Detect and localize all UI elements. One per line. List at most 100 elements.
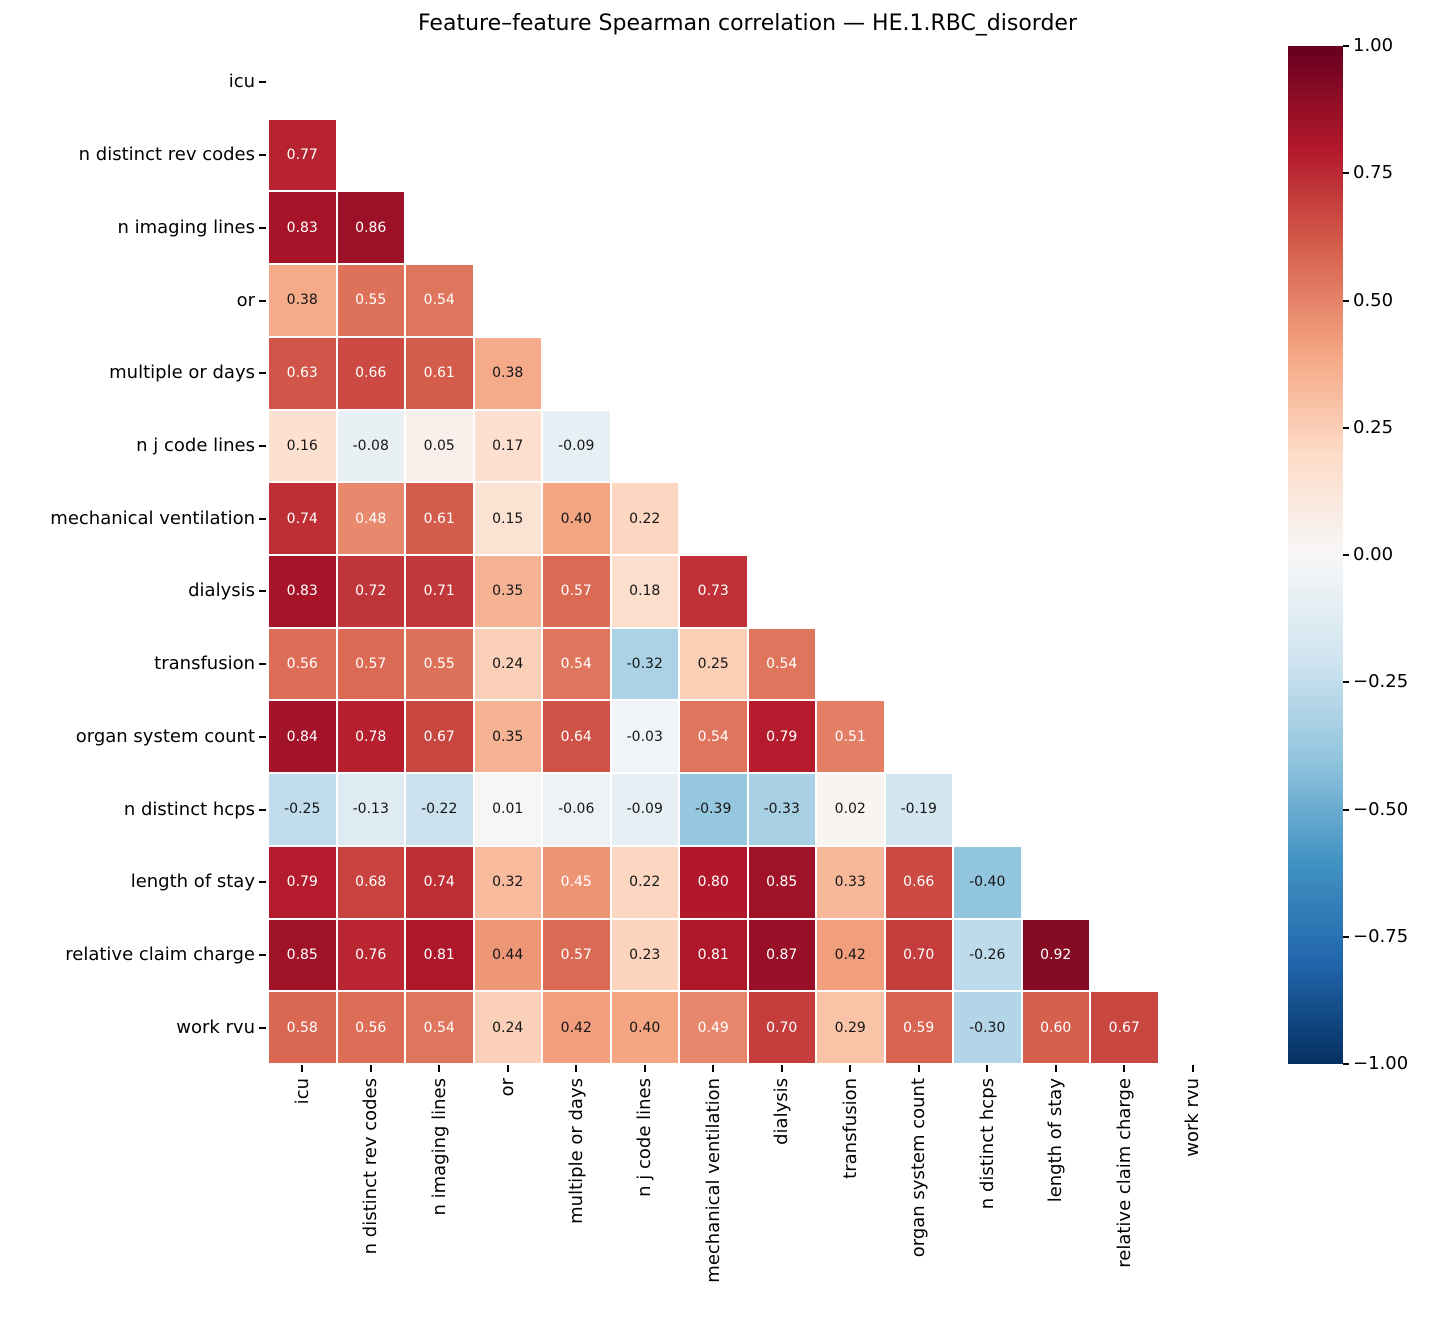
heatmap-cell-value: 0.83 — [286, 583, 318, 600]
heatmap-cell: 0.76 — [337, 919, 404, 991]
heatmap-cell: 0.35 — [474, 701, 541, 773]
heatmap-cell-value: 0.44 — [492, 946, 524, 963]
y-tick-label: transfusion — [154, 653, 255, 675]
heatmap-cell-value: -0.09 — [558, 437, 595, 454]
heatmap-cell: 0.57 — [543, 919, 610, 991]
heatmap-cell: 0.54 — [680, 701, 747, 773]
heatmap-cell: 0.74 — [406, 846, 473, 918]
heatmap-cell: 0.64 — [543, 701, 610, 773]
y-tick-label: relative claim charge — [65, 943, 255, 965]
heatmap-cell-value: -0.06 — [558, 801, 595, 818]
heatmap-cell: 0.83 — [269, 192, 336, 264]
heatmap-cell: 0.83 — [269, 556, 336, 627]
colorbar-tick-mark — [1343, 172, 1349, 175]
heatmap-cell-value: 0.38 — [286, 292, 318, 309]
heatmap-cell-value: 0.77 — [286, 147, 318, 164]
heatmap-cell: 0.16 — [269, 410, 336, 482]
x-tick-label-text: mechanical ventilation — [702, 1078, 724, 1283]
heatmap-cell-value: 0.48 — [355, 510, 387, 527]
colorbar-tick-mark — [1343, 808, 1349, 811]
heatmap-cell-value: -0.30 — [969, 1019, 1006, 1036]
y-tick-mark — [259, 226, 266, 229]
y-tick-label: multiple or days — [109, 362, 255, 384]
heatmap-cell-value: -0.39 — [695, 801, 732, 818]
heatmap-cell-value: -0.26 — [969, 946, 1006, 963]
heatmap-cell-value: 0.81 — [423, 946, 455, 963]
heatmap-cell-value: 0.40 — [560, 510, 592, 527]
heatmap-cell: 0.42 — [817, 919, 884, 991]
x-tick-mark — [1054, 1065, 1057, 1072]
heatmap-cell: 0.05 — [406, 410, 473, 482]
heatmap-cell-value: 0.67 — [1108, 1019, 1140, 1036]
heatmap-cell-value: 0.49 — [697, 1019, 729, 1036]
y-tick-mark — [259, 1026, 266, 1029]
heatmap-cell: 0.48 — [337, 483, 404, 554]
x-tick-mark — [1123, 1065, 1126, 1072]
x-tick-label-text: n distinct rev codes — [360, 1078, 382, 1255]
heatmap-cell: 0.35 — [474, 556, 541, 627]
x-tick-label-text: n distinct hcps — [976, 1078, 998, 1210]
x-tick-label: mechanical ventilation — [679, 1078, 748, 1283]
heatmap-cell: 0.87 — [748, 919, 815, 991]
x-tick-label-text: length of stay — [1045, 1078, 1067, 1203]
heatmap-cell: 0.51 — [817, 701, 884, 773]
colorbar-tick-label: 0.50 — [1353, 289, 1394, 311]
colorbar-tick-mark — [1343, 426, 1349, 429]
heatmap-cell-value: 0.42 — [834, 946, 866, 963]
heatmap-cell: 0.56 — [337, 992, 404, 1063]
y-tick-label: dialysis — [188, 580, 255, 602]
heatmap-cell: 0.77 — [269, 119, 336, 191]
heatmap-cell: 0.38 — [474, 337, 541, 409]
colorbar-tick-label: −0.50 — [1353, 798, 1409, 820]
x-tick-label-text: organ system count — [908, 1078, 930, 1258]
heatmap-cell-value: 0.72 — [355, 583, 387, 600]
heatmap-cell: 0.40 — [611, 992, 678, 1063]
heatmap-cell: 0.61 — [406, 337, 473, 409]
x-tick-label-text: multiple or days — [565, 1078, 587, 1224]
heatmap-cell: 0.60 — [1022, 992, 1089, 1063]
y-tick-label: n imaging lines — [117, 216, 255, 238]
x-tick-label: icu — [268, 1078, 337, 1104]
heatmap-cell-value: 0.18 — [629, 583, 661, 600]
heatmap-cell-value: 0.17 — [492, 437, 524, 454]
heatmap-cell: 0.40 — [543, 483, 610, 554]
heatmap-cell: 0.55 — [337, 265, 404, 336]
heatmap-cell: 0.29 — [817, 992, 884, 1063]
heatmap-cell-value: 0.24 — [492, 1019, 524, 1036]
heatmap-cell-value: 0.02 — [834, 801, 866, 818]
heatmap-cell-value: 0.60 — [1040, 1019, 1072, 1036]
y-tick-label: mechanical ventilation — [50, 507, 255, 529]
heatmap-cell-value: 0.73 — [697, 583, 729, 600]
heatmap-cell-value: 0.76 — [355, 946, 387, 963]
heatmap-cell-value: 0.33 — [834, 874, 866, 891]
colorbar-tick-mark — [1343, 681, 1349, 684]
heatmap-cell-value: 0.58 — [286, 1019, 318, 1036]
heatmap-cell: 0.24 — [474, 992, 541, 1063]
x-tick-mark — [506, 1065, 509, 1072]
x-tick-label: n imaging lines — [405, 1078, 474, 1216]
heatmap-cell-value: 0.85 — [766, 874, 798, 891]
heatmap-cell: 0.74 — [269, 483, 336, 554]
heatmap-cell: -0.22 — [406, 774, 473, 845]
heatmap-cell: 0.01 — [474, 774, 541, 845]
heatmap-cell-value: -0.13 — [352, 801, 389, 818]
heatmap-cell-value: 0.16 — [286, 437, 318, 454]
colorbar-tick-mark — [1343, 554, 1349, 556]
y-tick-mark — [259, 372, 266, 375]
heatmap-cell: -0.39 — [680, 774, 747, 845]
heatmap-cell-value: 0.81 — [697, 946, 729, 963]
heatmap-cell: 0.79 — [269, 846, 336, 918]
x-tick-mark — [780, 1065, 783, 1072]
colorbar-tick-label: −0.75 — [1353, 925, 1409, 947]
heatmap-cell: 0.02 — [817, 774, 884, 845]
x-tick-label-text: or — [497, 1078, 519, 1097]
heatmap-cell-value: 0.66 — [355, 365, 387, 382]
heatmap-cell: 0.73 — [680, 556, 747, 627]
heatmap-cell-value: 0.84 — [286, 728, 318, 745]
heatmap-cell: -0.08 — [337, 410, 404, 482]
heatmap-cell-value: 0.71 — [423, 583, 455, 600]
heatmap-cell-value: -0.25 — [284, 801, 321, 818]
y-tick-label: work rvu — [176, 1016, 255, 1038]
colorbar-tick-label: 0.00 — [1353, 544, 1394, 565]
